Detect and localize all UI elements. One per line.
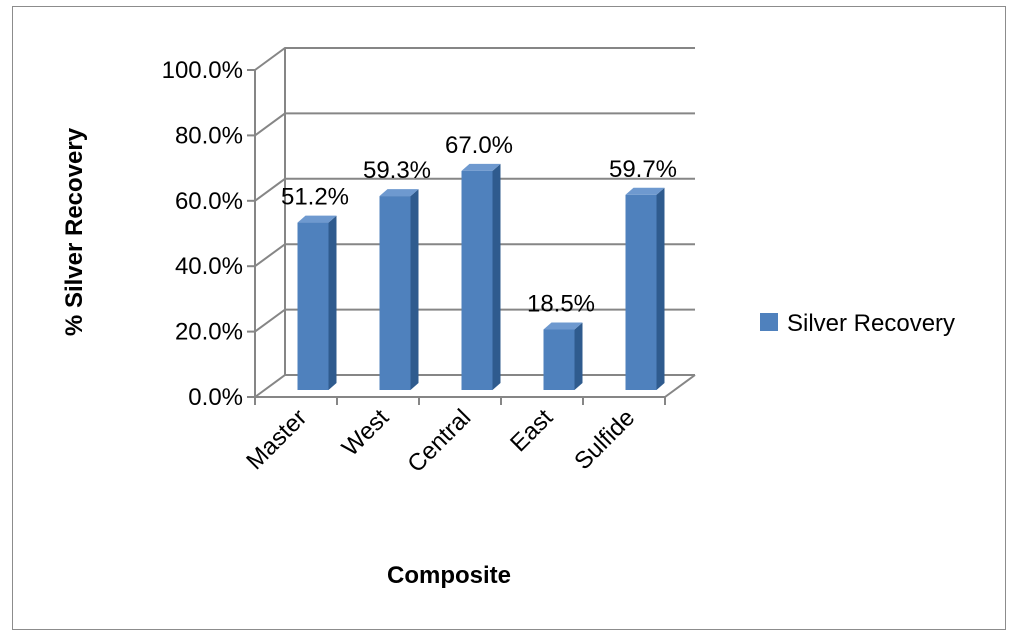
data-label: 59.3% [363, 157, 431, 184]
x-tick-label: Master [241, 404, 312, 475]
x-axis-title: Composite [387, 562, 511, 589]
bar-top [379, 189, 419, 197]
bar-top [543, 322, 583, 330]
floor-edge [664, 374, 696, 398]
bar [297, 215, 337, 390]
bar [379, 189, 419, 390]
chart-frame [12, 6, 1006, 630]
bar-side [328, 215, 337, 390]
bar-front [461, 170, 493, 390]
y-tick-label: 60.0% [175, 188, 243, 215]
data-label: 59.7% [609, 156, 677, 183]
axes [247, 48, 696, 405]
x-tick-label: Central [402, 404, 476, 478]
bar-side [492, 163, 501, 390]
y-tick-label: 100.0% [162, 57, 243, 84]
y-axis-title: % Silver Recovery [61, 127, 88, 336]
bar-top [625, 187, 665, 195]
bar-front [543, 329, 575, 390]
data-labels: 51.2% 59.3% 67.0% 18.5% 59.7% [281, 132, 677, 318]
legend: Silver Recovery [760, 310, 955, 337]
x-tick-label: East [505, 404, 558, 457]
bar-side [574, 322, 583, 390]
legend-swatch [760, 313, 778, 331]
data-label: 18.5% [527, 291, 595, 318]
bar-front [625, 194, 657, 390]
bar [461, 163, 501, 390]
y-tick-label: 80.0% [175, 122, 243, 149]
bar-front [297, 222, 329, 390]
gridline [254, 47, 695, 71]
y-tick-labels: 0.0% 20.0% 40.0% 60.0% 80.0% 100.0% [162, 57, 243, 411]
x-tick-labels: Master West Central East Sulfide [241, 404, 640, 478]
bar [543, 322, 583, 390]
bar [625, 187, 665, 390]
y-tick-label: 40.0% [175, 253, 243, 280]
legend-label: Silver Recovery [787, 310, 955, 337]
bar-top [297, 215, 337, 223]
y-tick-label: 0.0% [188, 384, 243, 411]
bar-front [379, 196, 411, 390]
bar-side [656, 187, 665, 390]
y-tick-label: 20.0% [175, 319, 243, 346]
data-label: 67.0% [445, 132, 513, 159]
x-tick-label: Sulfide [569, 404, 640, 475]
bar-top [461, 163, 501, 171]
data-label: 51.2% [281, 184, 349, 211]
bar-side [410, 189, 419, 390]
bars [297, 163, 665, 390]
x-tick-label: West [337, 404, 395, 462]
